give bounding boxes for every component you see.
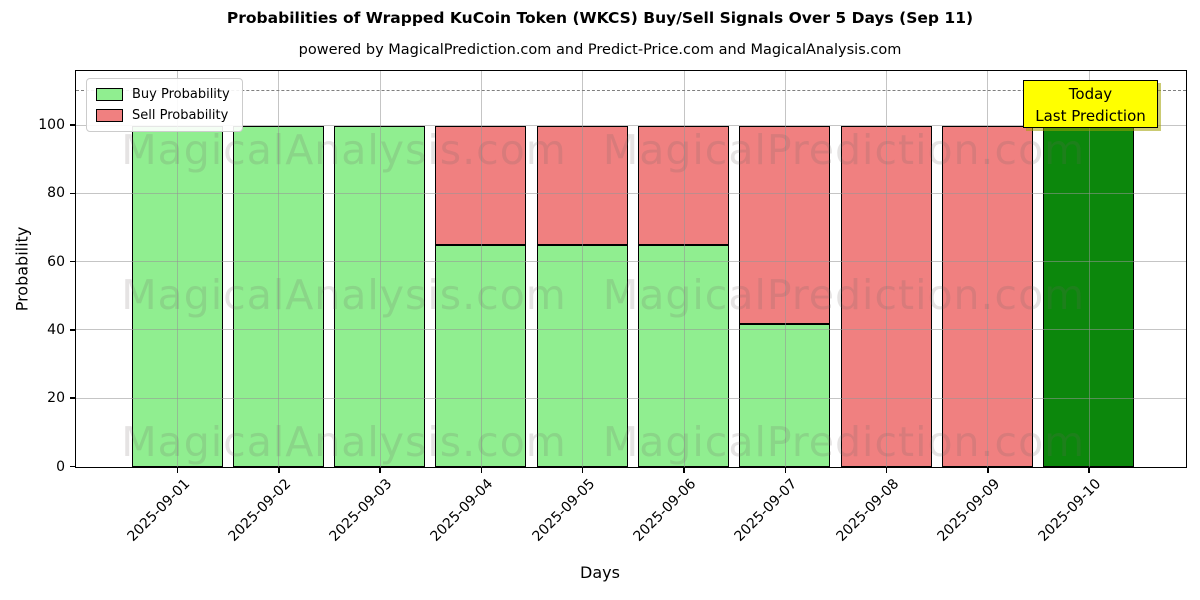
h-gridline-80 [76,192,1186,194]
watermark-analysis-row2: MagicalAnalysis.com [121,270,567,319]
x-tick-label-2025-09-02: 2025-09-02 [225,476,295,545]
legend-label-sell: Sell Probability [132,108,229,123]
y-tick-80 [70,192,75,195]
y-tick-label-80: 80 [47,185,65,202]
chart-title: Probabilities of Wrapped KuCoin Token (W… [226,9,974,27]
x-tick-2025-09-03 [379,468,381,473]
y-tick-label-60: 60 [47,253,65,270]
x-tick-2025-09-10 [1088,468,1090,473]
x-tick-label-2025-09-03: 2025-09-03 [326,476,396,545]
h-gridline-100 [76,124,1186,126]
x-tick-2025-09-08 [885,468,888,473]
legend-item-sell: Sell Probability [96,107,230,124]
x-tick-label-2025-09-08: 2025-09-08 [833,476,902,545]
chart-subtitle: powered by MagicalPrediction.com and Pre… [298,42,902,58]
v-gridline-2025-09-08 [886,71,888,467]
x-tick-2025-09-07 [784,468,787,473]
h-gridline-60 [76,261,1186,263]
x-tick-label-2025-09-05: 2025-09-05 [529,476,599,545]
plot-area: MagicalAnalysis.com MagicalPrediction.com… [75,70,1187,468]
legend-label-buy: Buy Probability [132,87,230,102]
today-annotation: Today Last Prediction [1023,80,1158,128]
threshold-dashed-line [76,90,1186,92]
v-gridline-2025-09-02 [278,71,280,467]
y-tick-100 [70,124,75,126]
legend-swatch-sell [96,109,123,122]
x-tick-2025-09-01 [176,468,179,473]
v-gridline-2025-09-04 [480,71,482,467]
watermark-prediction-row1: MagicalPrediction.com [602,125,1086,174]
legend: Buy Probability Sell Probability [86,78,243,132]
v-gridline-2025-09-09 [987,71,989,467]
x-tick-label-2025-09-09: 2025-09-09 [934,476,1004,545]
v-gridline-2025-09-07 [784,71,786,467]
today-annotation-line2: Last Prediction [1035,107,1146,125]
x-tick-2025-09-05 [581,468,584,473]
y-tick-label-20: 20 [47,390,65,407]
y-tick-0 [70,465,75,468]
h-gridline-20 [76,397,1186,399]
x-tick-label-2025-09-01: 2025-09-01 [123,476,193,545]
v-gridline-2025-09-05 [582,71,584,467]
y-tick-label-0: 0 [56,458,65,475]
watermark-analysis-row3: MagicalAnalysis.com [121,417,567,466]
x-tick-label-2025-09-07: 2025-09-07 [731,476,801,545]
h-gridline-40 [76,329,1186,331]
legend-swatch-buy [96,88,123,101]
x-tick-label-2025-09-04: 2025-09-04 [427,476,497,545]
watermark-prediction-row2: MagicalPrediction.com [602,270,1086,319]
x-tick-2025-09-04 [480,468,483,473]
x-tick-label-2025-09-06: 2025-09-06 [630,476,700,545]
today-annotation-line1: Today [1068,85,1113,103]
y-tick-label-40: 40 [47,321,65,338]
y-tick-20 [70,397,75,399]
x-tick-2025-09-09 [987,468,989,473]
y-tick-60 [70,260,75,263]
v-gridline-2025-09-03 [379,71,381,467]
x-tick-2025-09-06 [683,468,685,473]
x-axis-label: Days [580,563,620,582]
watermark-prediction-row3: MagicalPrediction.com [602,417,1086,466]
legend-item-buy: Buy Probability [96,86,230,103]
y-tick-label-100: 100 [38,117,65,134]
watermark-analysis-row1: MagicalAnalysis.com [121,125,567,174]
x-tick-2025-09-02 [278,468,280,473]
x-tick-label-2025-09-10: 2025-09-10 [1035,476,1105,545]
v-gridline-2025-09-01 [177,71,178,467]
y-tick-40 [70,329,75,331]
v-gridline-2025-09-06 [683,71,685,467]
v-gridline-2025-09-10 [1088,71,1090,467]
